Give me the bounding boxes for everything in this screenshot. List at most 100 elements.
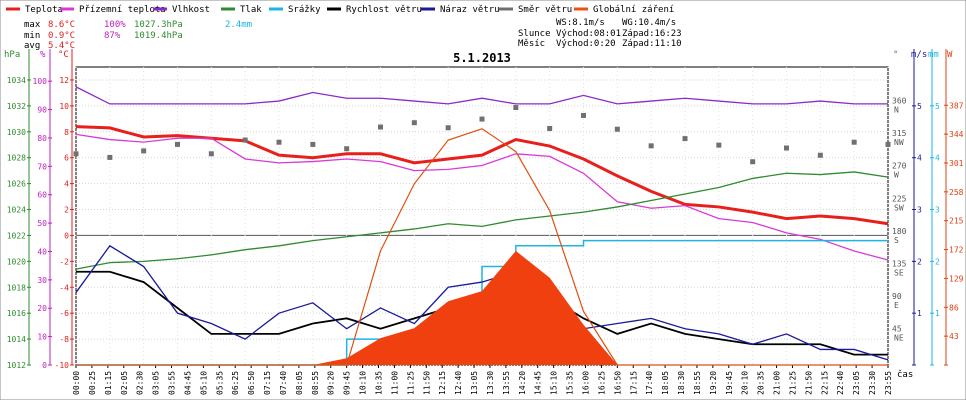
unit-hpa: hPa xyxy=(4,50,20,60)
series-2-line xyxy=(75,133,889,261)
right-axes: 45NE90E135SE180S225SW270W315NW360N123451… xyxy=(892,49,964,366)
time-label-18: 10:10 xyxy=(359,371,368,395)
time-label-46: 21:50 xyxy=(804,371,813,395)
series-7-point-13 xyxy=(513,105,519,111)
radiation-tick-label-9: 387 xyxy=(949,101,964,110)
time-label-44: 21:00 xyxy=(773,371,782,395)
time-label-47: 22:15 xyxy=(820,371,829,395)
direction-tick-label-2: 90 xyxy=(892,292,902,301)
direction-tick-name-1: NE xyxy=(894,333,904,342)
legend: Teplota Přízemní teplota Vlhkost Tlak Srážky… xyxy=(6,5,674,15)
radiation-tick-label-3: 129 xyxy=(949,274,964,283)
temperature-tick-label-9: 8 xyxy=(64,128,69,137)
time-label-8: 05:10 xyxy=(199,371,208,395)
wind-tick-label-4: 4 xyxy=(917,154,922,163)
series-7-point-17 xyxy=(648,143,654,149)
pressure-tick-label-7: 1026 xyxy=(7,180,26,189)
series-3-line xyxy=(75,171,889,270)
wind-tick-label-3: 3 xyxy=(917,206,922,215)
series-7-point-0 xyxy=(73,151,79,157)
temperature-tick-label-11: 12 xyxy=(59,76,69,85)
time-label-12: 07:15 xyxy=(263,371,272,395)
series-7-point-19 xyxy=(716,142,722,148)
direction-tick-name-3: SE xyxy=(894,268,904,277)
pressure-tick-label-4: 1020 xyxy=(7,257,26,266)
rain-tick-label-5: 5 xyxy=(935,102,940,111)
direction-tick-label-5: 225 xyxy=(892,194,907,203)
direction-tick-name-7: NW xyxy=(894,138,904,147)
time-label-2: 01:15 xyxy=(104,371,113,395)
pressure-tick-label-1: 1014 xyxy=(7,335,26,344)
time-label-51: 23:55 xyxy=(884,371,893,395)
time-label-34: 16:50 xyxy=(613,371,622,395)
time-label-40: 19:20 xyxy=(709,371,718,395)
direction-tick-name-2: E xyxy=(894,301,899,310)
radiation-tick-label-5: 215 xyxy=(949,217,964,226)
pressure-tick-label-2: 1016 xyxy=(7,309,26,318)
time-label-11: 06:50 xyxy=(247,371,256,395)
time-label-16: 09:20 xyxy=(327,371,336,395)
rain-tick-label-4: 4 xyxy=(935,154,940,163)
time-label-17: 09:45 xyxy=(343,371,352,395)
temperature-tick-label-0: -10 xyxy=(55,361,70,370)
pressure-tick-label-11: 1034 xyxy=(7,76,26,85)
humidity-tick-label-10: 100 xyxy=(33,77,48,86)
stats-max-press: 1027.3hPa xyxy=(134,20,183,30)
unit-pct: % xyxy=(40,50,46,60)
series-7-point-23 xyxy=(851,139,857,145)
time-label-27: 13:55 xyxy=(502,371,511,395)
pressure-tick-label-5: 1022 xyxy=(7,231,26,240)
pressure-tick-label-8: 1028 xyxy=(7,154,26,163)
x-axis: 00:00 00:25 01:15 02:05 02:30 03:05 03:55 04:45… xyxy=(72,365,893,395)
time-label-50: 23:30 xyxy=(868,371,877,395)
series-7-point-10 xyxy=(411,120,417,126)
legend-label-0: Teplota xyxy=(25,5,63,15)
series-7-point-6 xyxy=(276,139,282,145)
info-wg: WG:10.4m/s xyxy=(622,18,676,28)
legend-label-2: Vlhkost xyxy=(172,5,210,15)
pressure-tick-label-0: 1012 xyxy=(7,361,26,370)
time-label-48: 22:40 xyxy=(836,371,845,395)
humidity-tick-label-3: 30 xyxy=(37,276,47,285)
rain-tick-label-3: 3 xyxy=(935,206,940,215)
time-label-19: 10:35 xyxy=(375,371,384,395)
time-label-32: 16:00 xyxy=(581,371,590,395)
pressure-tick-label-10: 1032 xyxy=(7,102,26,111)
series-7-point-8 xyxy=(344,146,350,152)
temperature-tick-label-8: 6 xyxy=(64,154,69,163)
temperature-tick-label-2: -6 xyxy=(59,309,69,318)
time-label-39: 18:55 xyxy=(693,371,702,395)
direction-tick-label-6: 270 xyxy=(892,162,907,171)
info-box: WS:8.1m/s WG:10.4m/s Slunce Východ:08:01… xyxy=(518,18,682,49)
radiation-tick-label-1: 43 xyxy=(949,332,959,341)
info-moon-set: Západ:11:10 xyxy=(622,39,682,49)
wind-tick-label-2: 2 xyxy=(917,257,922,266)
humidity-tick-label-4: 40 xyxy=(37,247,47,256)
rain-tick-label-1: 1 xyxy=(935,309,940,318)
stats-min-temp: 0.9°C xyxy=(48,31,75,41)
time-label-33: 16:25 xyxy=(597,371,606,395)
time-label-29: 14:45 xyxy=(534,371,543,395)
pressure-tick-label-6: 1024 xyxy=(7,206,26,215)
unit-deg: ° xyxy=(893,50,898,60)
time-label-37: 18:05 xyxy=(661,371,670,395)
time-label-24: 12:40 xyxy=(454,371,463,395)
direction-tick-name-4: S xyxy=(894,236,899,245)
direction-tick-label-8: 360 xyxy=(892,97,907,106)
left-axes: 1012101410161018102010221024102610281030… xyxy=(7,49,74,370)
series-7-point-5 xyxy=(242,137,248,143)
stats-min-label: min xyxy=(24,31,40,41)
temperature-tick-label-6: 2 xyxy=(64,206,69,215)
stats-avg-temp: 5.4°C xyxy=(48,41,75,51)
time-label-13: 07:40 xyxy=(279,371,288,395)
direction-tick-label-1: 45 xyxy=(892,324,902,333)
time-label-25: 13:05 xyxy=(470,371,479,395)
time-label-21: 11:25 xyxy=(406,371,415,395)
legend-label-5: Rychlost větru xyxy=(346,5,422,15)
legend-label-6: Náraz větru xyxy=(440,5,500,15)
series-6-line xyxy=(75,244,889,361)
legend-label-1: Přízemní teplota xyxy=(79,5,166,15)
unit-time: čas xyxy=(897,369,913,380)
time-label-20: 11:00 xyxy=(390,371,399,395)
